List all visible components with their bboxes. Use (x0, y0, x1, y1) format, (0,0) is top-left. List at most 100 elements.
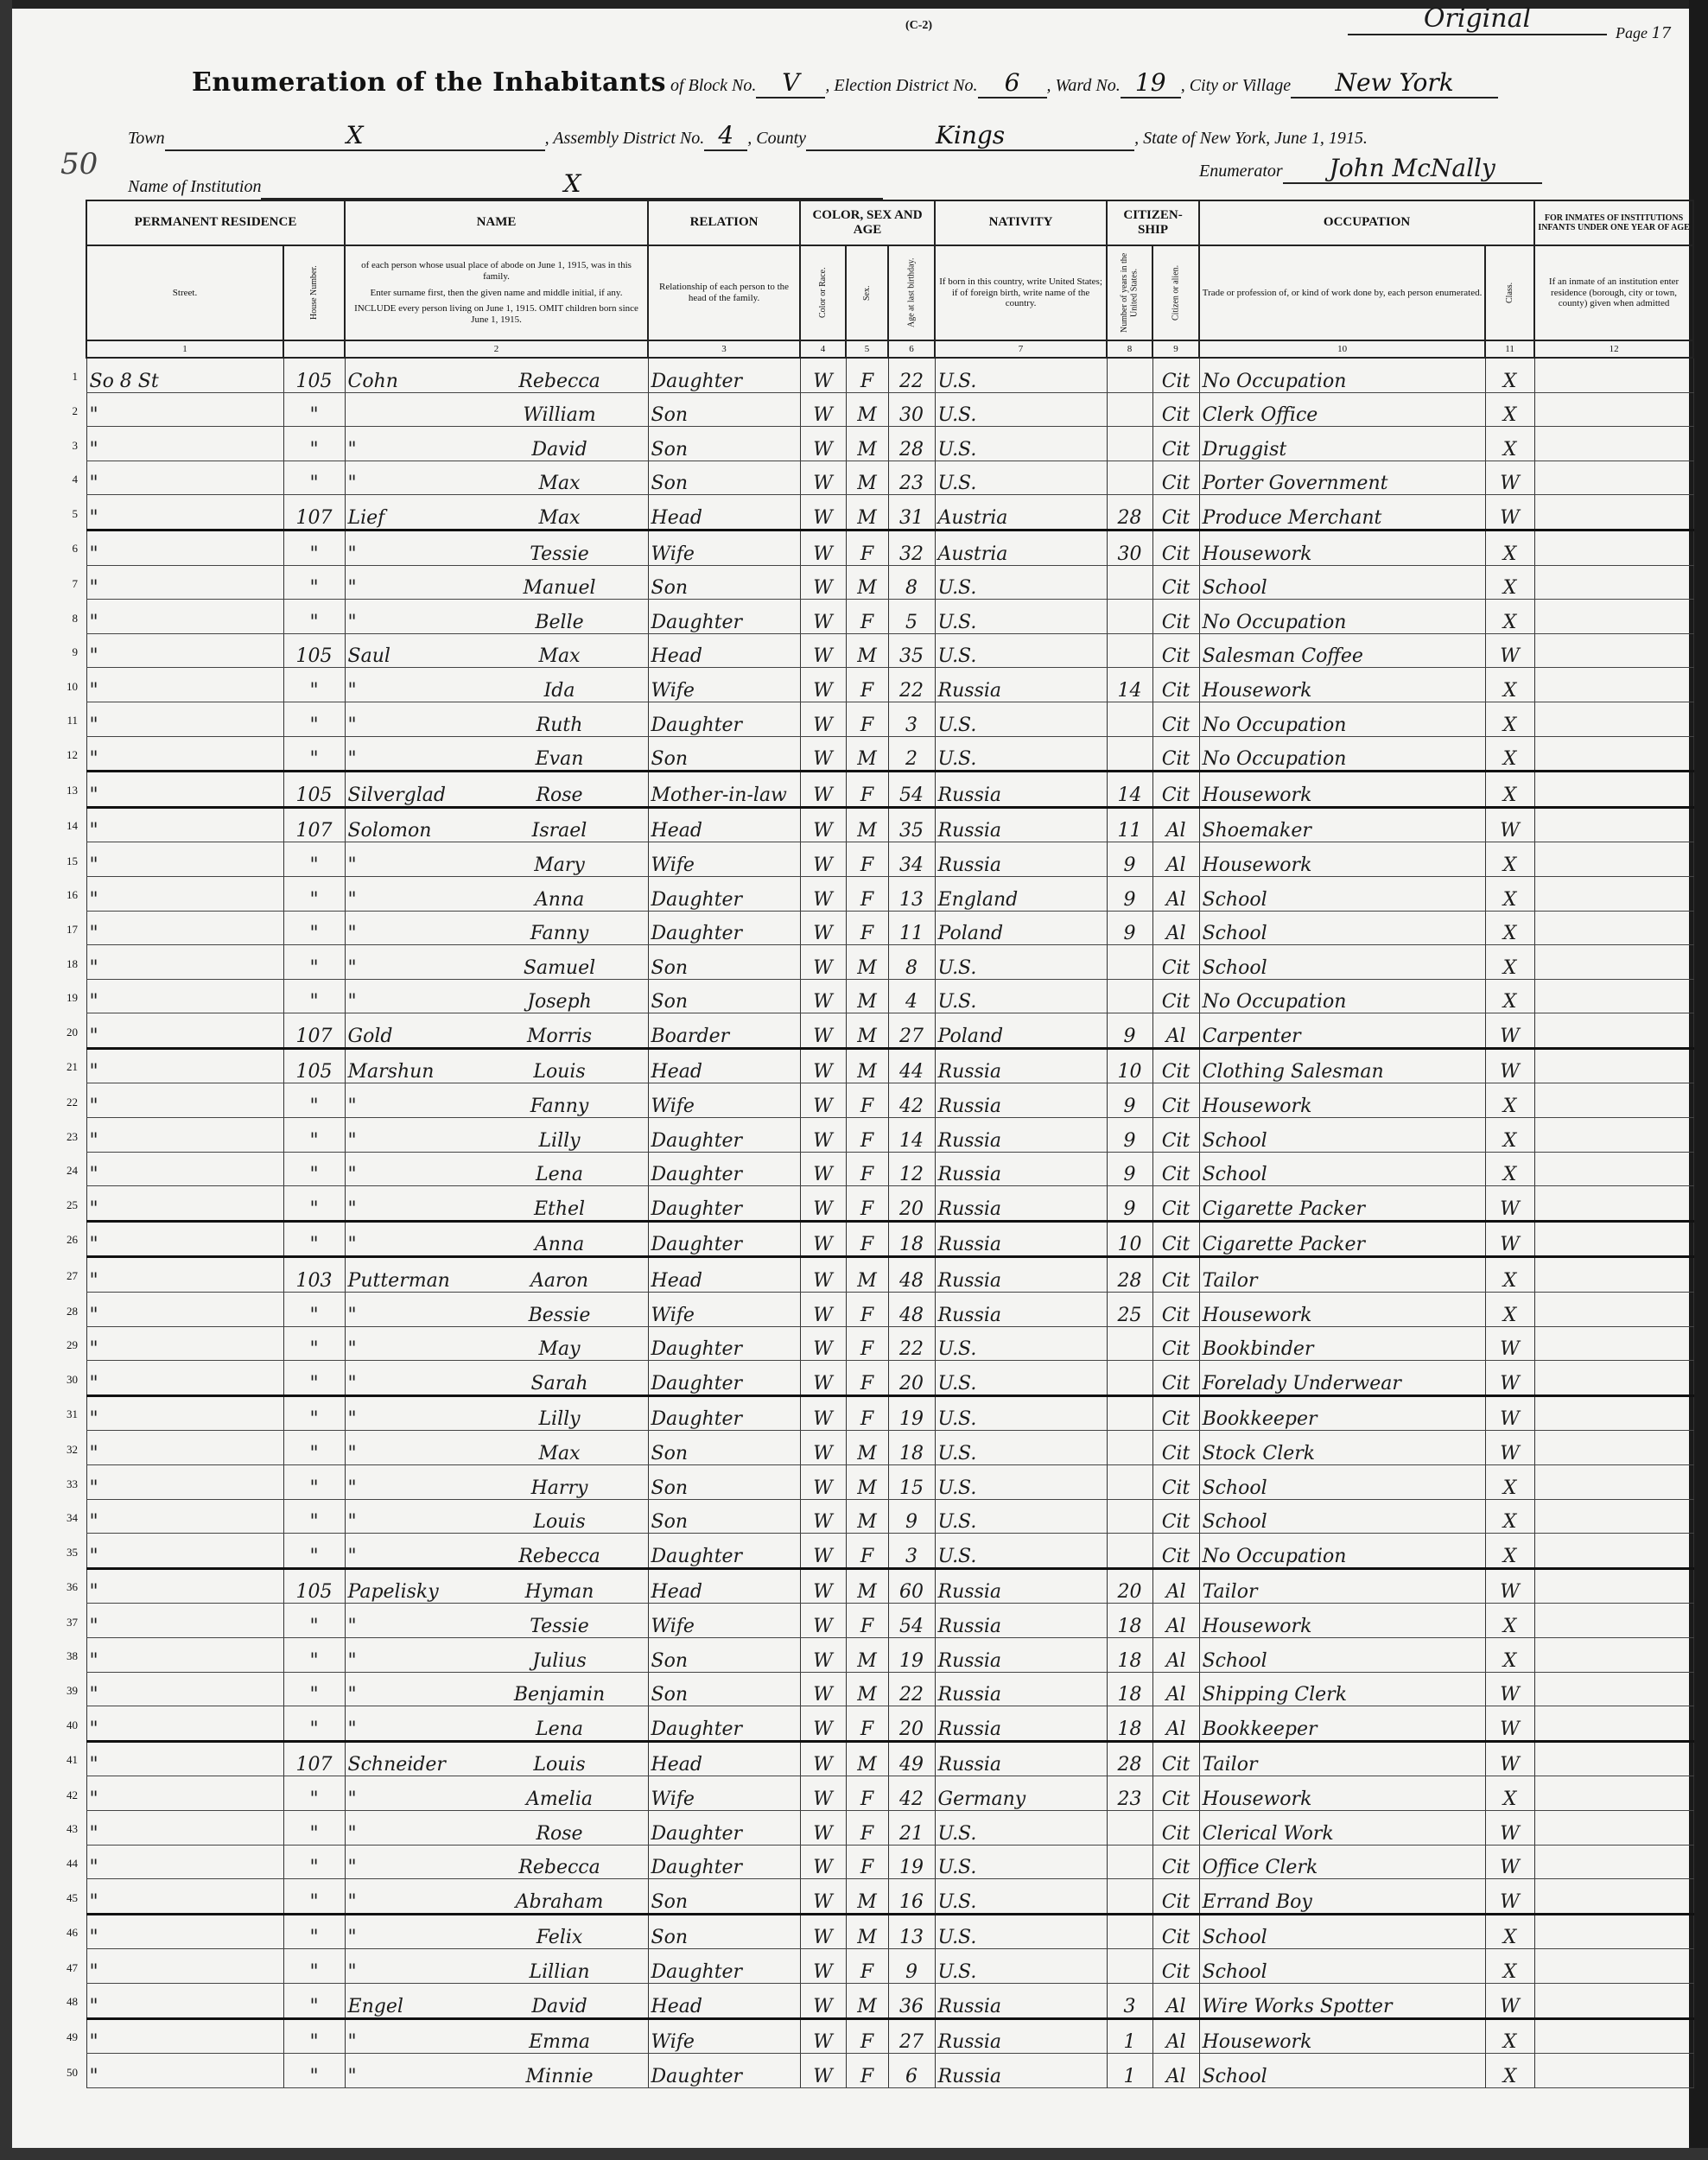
relation: Son (647, 1637, 801, 1673)
row-number: 47 (67, 1960, 78, 1974)
given-name: Israel (531, 820, 587, 842)
house-number: " (283, 702, 346, 737)
class: W (1484, 633, 1535, 669)
name-cell: " Harry (344, 1464, 649, 1500)
years-in-us: 18 (1106, 1672, 1153, 1707)
occupation: School (1198, 565, 1486, 600)
years-in-us (1106, 599, 1153, 634)
surname: " (347, 1822, 357, 1845)
years-in-us: 9 (1106, 911, 1153, 946)
street: So 8 St (86, 358, 284, 393)
citizenship: Cit (1152, 1464, 1200, 1500)
class: W (1484, 1878, 1535, 1915)
table-row: " " " Bessie Wife W F 48 Russia 25 Cit Housework X (86, 1292, 1694, 1327)
given-name: Samuel (523, 956, 596, 979)
surname: " (347, 577, 357, 600)
name-cell: " Bessie (344, 1292, 649, 1327)
house-number: " (283, 1776, 346, 1811)
table-row: " " " Lillian Daughter W F 9 U.S. Cit School X (86, 1948, 1694, 1984)
house-number: " (283, 1430, 346, 1465)
relation: Wife (647, 1776, 801, 1811)
given-name: Rebecca (518, 1545, 600, 1567)
age: 31 (887, 494, 936, 531)
nativity: U.S. (934, 1948, 1108, 1984)
citizenship: Cit (1152, 494, 1200, 531)
surname: Schneider (347, 1754, 446, 1776)
occupation: Housework (1198, 1603, 1486, 1638)
name-cell: " Julius (344, 1637, 649, 1673)
sex: M (845, 944, 889, 980)
class: X (1484, 842, 1535, 877)
scan-edge-left (0, 0, 12, 2160)
sex: M (845, 1430, 889, 1465)
relation: Wife (647, 1292, 801, 1327)
given-name: Max (538, 645, 581, 668)
occupation: Clothing Salesman (1198, 1048, 1486, 1084)
city-label: City or Village (1189, 76, 1292, 95)
age: 27 (887, 2018, 936, 2055)
column-number: 1 (86, 340, 284, 359)
column-number: 9 (1152, 340, 1201, 359)
table-row: " 107 Solomon Israel Head W M 35 Russia 11 Al Shoem… (86, 807, 1694, 843)
age: 19 (887, 1845, 936, 1880)
class: W (1484, 807, 1535, 843)
town-label: Town (128, 129, 165, 148)
given-name: Abraham (515, 1890, 604, 1913)
row-number: 13 (67, 783, 78, 797)
citizenship: Cit (1152, 530, 1200, 566)
street: " (86, 2018, 284, 2055)
sex: M (845, 1568, 889, 1604)
age: 44 (887, 1048, 936, 1084)
age: 15 (887, 1464, 936, 1500)
house-number: 105 (283, 633, 346, 669)
class: X (1484, 358, 1535, 393)
relation: Daughter (647, 1810, 801, 1846)
form-code: (C-2) (905, 19, 933, 32)
table-row: " 107 Lief Max Head W M 31 Austria 28 Cit Produce M… (86, 494, 1694, 531)
name-instruction-1: Enter surname first, then the given name… (370, 287, 623, 298)
class: X (1484, 1117, 1535, 1153)
inmate-residence (1533, 979, 1694, 1014)
given-name: Harry (530, 1477, 588, 1499)
citizenship: Cit (1152, 1360, 1200, 1397)
citizenship: Cit (1152, 1256, 1200, 1293)
relation: Daughter (647, 1152, 801, 1187)
table-row: " 103 Putterman Aaron Head W M 48 Russia 28 Cit Tai… (86, 1256, 1694, 1293)
years-in-us (1106, 1533, 1153, 1570)
table-row: " " " Ida Wife W F 22 Russia 14 Cit Housework X (86, 667, 1694, 702)
table-row: " " " Minnie Daughter W F 6 Russia 1 Al School X (86, 2053, 1694, 2088)
nativity: Russia (934, 1637, 1108, 1673)
inmate-residence (1533, 2018, 1694, 2055)
citizenship: Cit (1152, 633, 1200, 669)
citizenship: Cit (1152, 736, 1200, 773)
name-cell: " Minnie (344, 2053, 649, 2088)
relation: Wife (647, 842, 801, 877)
relation: Daughter (647, 876, 801, 912)
row-number: 16 (67, 888, 78, 902)
page-number: Page 17 (1616, 24, 1671, 42)
occupation: Wire Works Spotter (1198, 1983, 1486, 2020)
occupation: School (1198, 1499, 1486, 1534)
table-row: " " " Joseph Son W M 4 U.S. Cit No Occupation X (86, 979, 1694, 1014)
surname: " (347, 1684, 357, 1706)
row-number: 24 (67, 1164, 78, 1178)
citizenship: Cit (1152, 1083, 1200, 1119)
name-cell: " Rebecca (344, 1845, 649, 1880)
nativity: U.S. (934, 1464, 1108, 1500)
citizenship: Cit (1152, 1878, 1200, 1915)
inmate-residence (1533, 1292, 1694, 1327)
nativity: Russia (934, 1221, 1108, 1259)
citizenship: Cit (1152, 979, 1200, 1014)
class: W (1484, 1983, 1535, 2020)
name-cell: " Tessie (344, 1603, 649, 1638)
nativity: U.S. (934, 944, 1108, 980)
row-number: 38 (67, 1649, 78, 1663)
nativity: U.S. (934, 565, 1108, 600)
age: 20 (887, 1185, 936, 1223)
relation: Son (647, 1914, 801, 1950)
inmate-residence (1533, 1533, 1694, 1570)
age: 23 (887, 461, 936, 496)
class: X (1484, 1152, 1535, 1187)
scan-edge-top (0, 0, 1708, 9)
name-cell: " Lilly (344, 1117, 649, 1153)
